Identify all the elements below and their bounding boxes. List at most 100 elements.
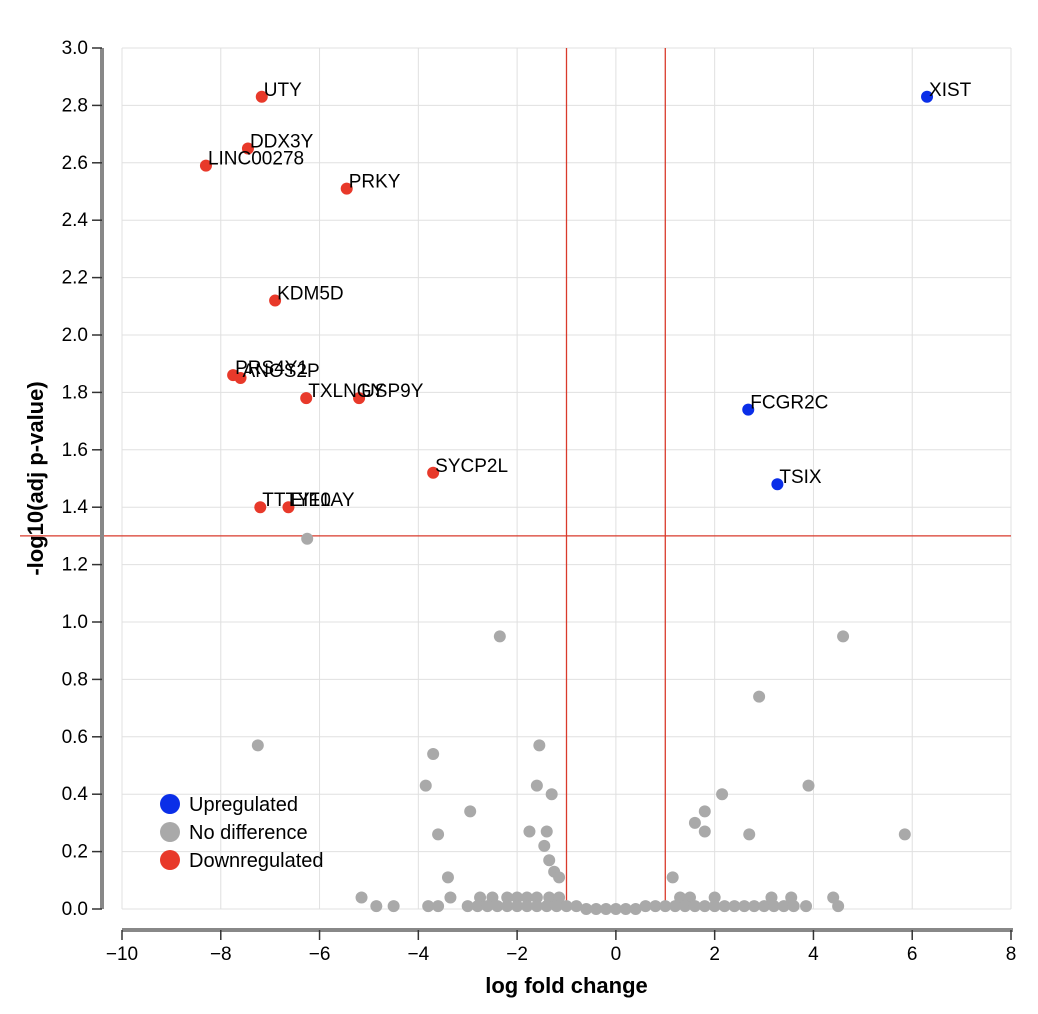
gene-label: USP9Y xyxy=(361,381,424,402)
no-difference-point xyxy=(728,900,741,913)
no-difference-point xyxy=(355,891,368,904)
no-difference-point xyxy=(387,900,400,913)
no-difference-point xyxy=(758,900,771,913)
y-tick-label: 1.2 xyxy=(62,555,88,576)
no-difference-point xyxy=(481,900,494,913)
y-axis-title: -log10(adj p-value) xyxy=(23,381,48,575)
no-difference-point xyxy=(767,900,780,913)
y-tick-label: 3.0 xyxy=(62,38,88,59)
no-difference-point xyxy=(753,690,766,703)
y-tick-label: 0.8 xyxy=(62,669,88,690)
downregulated-point xyxy=(282,501,295,514)
gene-label: UTY xyxy=(264,80,302,101)
no-difference-point xyxy=(898,828,911,841)
no-difference-point xyxy=(511,891,524,904)
axes: −10 −8 −6 −4 −2 0 2 4 6 8 0.0 0.2 0.4 0.6 0.8 1.0 1.2 1.4… xyxy=(62,38,1017,965)
no-difference-point xyxy=(708,891,721,904)
x-tick-label: 0 xyxy=(611,944,622,965)
no-difference-point xyxy=(511,900,524,913)
no-difference-point xyxy=(649,900,662,913)
no-difference-point xyxy=(523,825,536,838)
no-difference-point xyxy=(422,900,435,913)
no-difference-point xyxy=(832,900,845,913)
downregulated-point xyxy=(255,90,268,103)
no-difference-point xyxy=(501,891,514,904)
no-difference-point xyxy=(629,903,642,915)
no-difference-point xyxy=(471,900,484,913)
legend-label: Downregulated xyxy=(189,850,324,872)
no-difference-point xyxy=(530,900,543,913)
x-tick-label: 2 xyxy=(709,944,720,965)
x-tick-label: −4 xyxy=(407,944,429,965)
legend-swatch xyxy=(160,822,180,842)
no-difference-point xyxy=(543,854,556,867)
no-difference-point xyxy=(666,871,679,884)
no-difference-point xyxy=(837,630,850,643)
gene-label: PRS4Y1 xyxy=(235,358,308,379)
no-difference-point xyxy=(787,900,800,913)
no-difference-point xyxy=(520,900,533,913)
no-difference-point xyxy=(748,900,761,913)
gene-label: TXLNGY xyxy=(308,381,384,402)
no-difference-point xyxy=(560,900,573,913)
no-difference-point xyxy=(251,739,264,752)
upregulated-point xyxy=(771,478,784,491)
no-difference-point xyxy=(619,903,632,915)
no-difference-point xyxy=(669,900,682,913)
no-difference-point xyxy=(580,903,593,915)
no-difference-point xyxy=(540,900,553,913)
no-difference-point xyxy=(493,630,506,643)
no-difference-point xyxy=(802,779,815,792)
no-difference-point xyxy=(553,871,566,884)
y-tick-label: 1.8 xyxy=(62,382,88,403)
gene-label: PRKY xyxy=(349,172,401,193)
downregulated-point xyxy=(199,159,212,172)
no-difference-point xyxy=(716,788,729,801)
legend-swatch xyxy=(160,794,180,814)
y-tick-label: 2.0 xyxy=(62,325,88,346)
gene-label: SYCP2L xyxy=(435,456,508,477)
no-difference-point xyxy=(441,871,454,884)
x-tick-label: −10 xyxy=(106,944,138,965)
no-difference-point xyxy=(659,900,672,913)
no-difference-point xyxy=(800,900,813,913)
y-tick-label: 0.0 xyxy=(62,899,88,920)
gene-label: ANOS2P xyxy=(243,361,320,382)
no-difference-point xyxy=(432,828,445,841)
x-tick-label: 8 xyxy=(1006,944,1017,965)
no-difference-point xyxy=(464,805,477,818)
no-difference-point xyxy=(590,903,603,915)
gene-label: XIST xyxy=(929,80,972,101)
y-tick-label: 2.8 xyxy=(62,95,88,116)
no-difference-point xyxy=(718,900,731,913)
legend-label: Upregulated xyxy=(189,794,298,816)
upregulated-point xyxy=(921,90,934,103)
x-tick-label: −2 xyxy=(506,944,528,965)
no-difference-point xyxy=(679,900,692,913)
no-difference-point xyxy=(419,779,432,792)
gene-label: LINC00278 xyxy=(208,149,304,170)
no-difference-point xyxy=(530,891,543,904)
no-difference-point xyxy=(533,739,546,752)
x-tick-label: −6 xyxy=(309,944,331,965)
no-difference-point xyxy=(538,839,551,852)
no-difference-point xyxy=(698,825,711,838)
legend-label: No difference xyxy=(189,822,308,844)
downregulated-point xyxy=(353,392,366,405)
no-difference-point xyxy=(520,891,533,904)
data-points xyxy=(199,90,934,915)
upregulated-point xyxy=(742,403,755,416)
legend: Upregulated No difference Downregulated xyxy=(160,794,324,872)
y-tick-label: 2.4 xyxy=(62,210,89,231)
y-tick-label: 2.2 xyxy=(62,268,88,289)
no-difference-point xyxy=(688,900,701,913)
no-difference-point xyxy=(461,900,474,913)
no-difference-point xyxy=(698,900,711,913)
y-tick-label: 1.6 xyxy=(62,440,88,461)
no-difference-point xyxy=(738,900,751,913)
no-difference-point xyxy=(301,532,314,545)
no-difference-point xyxy=(545,788,558,801)
gene-label: TTTY10 xyxy=(262,490,331,511)
